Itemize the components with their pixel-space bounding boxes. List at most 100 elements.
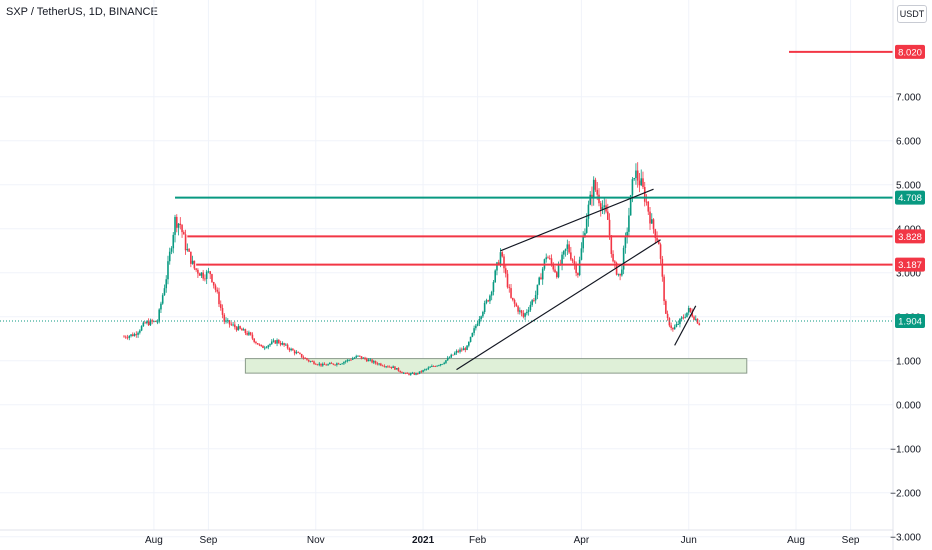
candle-body <box>142 322 145 327</box>
candle-body <box>394 366 396 370</box>
candle-body <box>650 219 653 224</box>
candle-body <box>330 363 333 364</box>
candle-body <box>334 364 336 366</box>
candle-body <box>175 216 178 228</box>
candle-body <box>659 244 662 259</box>
candle-body <box>306 358 308 360</box>
candle-body <box>388 366 391 368</box>
candle-body <box>168 251 171 262</box>
candle-body <box>276 339 278 344</box>
candle-body <box>130 334 132 336</box>
candle-body <box>207 271 210 273</box>
candle-body <box>661 258 664 277</box>
candle-body <box>327 364 329 366</box>
last-price-badge-bg <box>895 314 925 329</box>
candle-body <box>680 317 683 319</box>
candle-body <box>571 259 574 262</box>
candle-body <box>344 361 347 362</box>
candle-body <box>321 363 324 366</box>
candle-body <box>267 345 270 348</box>
x-tick-label: Jun <box>681 535 697 546</box>
candle-body <box>144 322 146 324</box>
candle-body <box>320 363 322 366</box>
candle-body <box>272 340 275 342</box>
candle-body <box>457 350 460 352</box>
candle-body <box>636 170 639 181</box>
candle-body <box>211 274 213 282</box>
candle-body <box>248 332 250 335</box>
candle-body <box>663 276 665 302</box>
candle-body <box>522 313 525 317</box>
candle-body <box>158 309 160 322</box>
candle-body <box>397 368 400 371</box>
candle-body <box>214 285 217 290</box>
candle-body <box>557 264 560 278</box>
candle-body <box>570 252 572 260</box>
candle-body <box>624 236 627 248</box>
candle-body <box>380 363 382 366</box>
candle-body <box>684 316 687 318</box>
candle-body <box>251 334 254 339</box>
candle-body <box>434 366 437 368</box>
candle-body <box>508 287 511 289</box>
candle-body <box>226 320 229 322</box>
candle-body <box>466 345 468 350</box>
candle-body <box>140 326 143 331</box>
candle-body <box>204 278 206 280</box>
candle-body <box>527 310 530 312</box>
support-zone <box>244 358 748 374</box>
candle-body <box>385 366 387 368</box>
trend-line <box>456 239 661 371</box>
candle-body <box>316 364 319 366</box>
candle-body <box>540 277 542 280</box>
candle-body <box>577 273 579 276</box>
candle-body <box>675 324 678 327</box>
candle-body <box>599 203 602 210</box>
candle-body <box>585 218 588 233</box>
candle-body <box>230 324 233 326</box>
candle-body <box>376 363 379 365</box>
x-tick-label: Apr <box>574 535 590 546</box>
y-tick-label: −2.000 <box>890 488 921 499</box>
candle-body <box>497 262 500 265</box>
candle-body <box>504 268 507 274</box>
candle-body <box>188 249 190 252</box>
candle-body <box>619 273 621 276</box>
candle-body <box>580 248 583 260</box>
candle-body <box>606 211 609 220</box>
candle-body <box>668 317 671 326</box>
candle-body <box>603 205 606 208</box>
candle-body <box>642 178 644 188</box>
currency-button[interactable]: USDT <box>897 5 927 23</box>
candle-body <box>228 320 231 325</box>
candle-body <box>242 329 245 331</box>
candle-body <box>592 179 595 199</box>
candle-body <box>374 361 377 364</box>
candle-body <box>369 359 372 361</box>
candle-body <box>485 300 488 304</box>
candle-body <box>402 372 405 374</box>
candle-body <box>566 244 569 249</box>
x-tick-label: Feb <box>469 535 487 546</box>
candle-body <box>371 359 373 363</box>
candle-body <box>519 310 521 312</box>
candle-body <box>123 336 125 338</box>
candle-body <box>216 289 219 292</box>
candle-body <box>401 372 403 374</box>
candle-body <box>501 252 504 257</box>
candle-body <box>517 306 519 312</box>
candle-body <box>373 361 375 363</box>
candle-body <box>170 248 173 252</box>
candle-body <box>365 359 368 362</box>
candle-body <box>223 314 226 322</box>
candle-body <box>665 301 667 314</box>
candle-body <box>346 359 349 362</box>
candle-body <box>309 361 312 362</box>
candle-body <box>448 357 451 359</box>
candle-body <box>471 332 474 337</box>
candle-body <box>561 254 563 265</box>
candle-body <box>256 343 259 345</box>
candle-body <box>654 229 657 238</box>
candle-body <box>594 179 597 190</box>
